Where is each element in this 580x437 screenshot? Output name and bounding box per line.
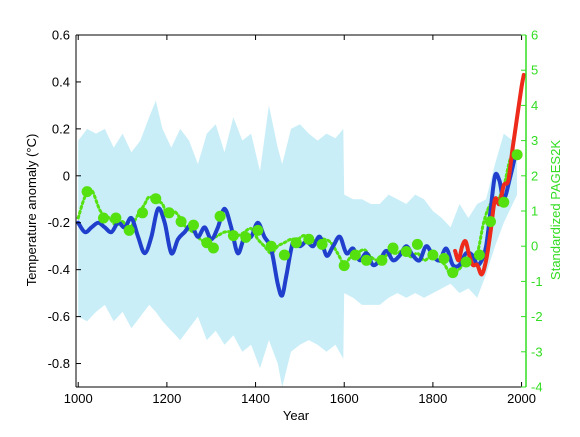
pages2k-marker — [498, 196, 510, 208]
pages2k-markers-layer — [81, 149, 523, 279]
axes-frame — [75, 34, 527, 388]
pages2k-marker — [123, 224, 135, 236]
y-right-tick-label: 6 — [531, 28, 538, 43]
y-right-tick-labels: -4 -3 -2 -1 0 1 2 3 4 5 6 — [531, 28, 543, 395]
pages2k-marker — [163, 207, 175, 219]
pages2k-marker — [98, 212, 109, 224]
pages2k-marker — [360, 254, 372, 266]
instrumental-line-layer — [453, 72, 526, 277]
pages2k-marker — [303, 233, 315, 245]
pages2k-marker — [338, 260, 350, 272]
pages2k-marker — [411, 238, 423, 250]
x-tick-labels: 1000 1200 1400 1600 1800 2000 — [64, 391, 536, 406]
reconstruction-line — [76, 155, 517, 298]
pages2k-marker — [252, 224, 264, 236]
x-axis-title: Year — [283, 408, 310, 423]
pages2k-marker — [511, 149, 523, 161]
pages2k-marker — [227, 230, 239, 242]
pages2k-marker — [473, 249, 485, 261]
instrumental-line — [453, 72, 526, 277]
pages2k-marker — [316, 238, 328, 250]
y-left-tick-labels: -0.8 -0.6 -0.4 -0.2 0 0.2 0.4 0.6 — [48, 28, 70, 372]
plot-area — [76, 72, 526, 387]
y-right-tick-label: 2 — [531, 168, 538, 183]
pages2k-marker — [81, 186, 93, 198]
x-tick-label: 1200 — [152, 391, 181, 406]
x-tick-label: 1000 — [64, 391, 93, 406]
pages2k-marker — [240, 231, 252, 243]
pages2k-marker — [387, 242, 399, 254]
y-right-tick-label: -3 — [531, 344, 543, 359]
pages2k-marker — [290, 237, 302, 249]
y-tick-label: -0.8 — [48, 356, 70, 371]
y-right-tick-label: 3 — [531, 133, 538, 148]
pages2k-marker — [265, 240, 277, 252]
pages2k-marker — [207, 242, 219, 254]
pages2k-marker — [376, 254, 388, 266]
pages2k-marker — [438, 253, 450, 264]
y-right-axis-title: Standardized PAGES2K — [548, 140, 563, 280]
pages2k-marker — [460, 256, 472, 268]
pages2k-marker — [150, 193, 162, 205]
y-right-tick-label: 1 — [531, 204, 538, 219]
y-tick-label: 0 — [63, 168, 70, 183]
pages2k-marker — [447, 267, 459, 279]
y-tick-label: -0.6 — [48, 309, 70, 324]
y-right-tick-label: 5 — [531, 63, 538, 78]
y-axis-title: Temperature anomaly (°C) — [24, 134, 39, 287]
y-tick-label: -0.4 — [48, 262, 70, 277]
y-right-tick-label: 0 — [531, 239, 538, 254]
x-tick-label: 1600 — [330, 391, 359, 406]
pages2k-marker — [110, 212, 122, 224]
pages2k-marker — [278, 249, 290, 261]
y-right-tick-label: -2 — [531, 309, 543, 324]
pages2k-marker — [349, 249, 361, 261]
x-tick-label: 1800 — [418, 391, 447, 406]
y-tick-label: 0.6 — [52, 28, 70, 43]
pages2k-marker — [188, 219, 199, 231]
pages2k-marker — [427, 249, 439, 261]
y-right-tick-label: 4 — [531, 98, 538, 113]
pages2k-marker — [485, 216, 496, 228]
pages2k-marker — [400, 246, 412, 257]
pages2k-marker — [137, 207, 148, 219]
y-tick-label: 0.2 — [52, 121, 70, 136]
x-tick-label: 1400 — [241, 391, 270, 406]
y-tick-label: -0.2 — [48, 215, 70, 230]
x-tick-label: 2000 — [507, 391, 536, 406]
y-tick-label: 0.4 — [52, 74, 70, 89]
y-right-tick-label: -1 — [531, 274, 543, 289]
pages2k-marker — [214, 210, 226, 222]
pages2k-marker — [175, 216, 187, 228]
y-right-tick-label: -4 — [531, 380, 543, 395]
reconstruction-line-layer — [76, 155, 517, 298]
